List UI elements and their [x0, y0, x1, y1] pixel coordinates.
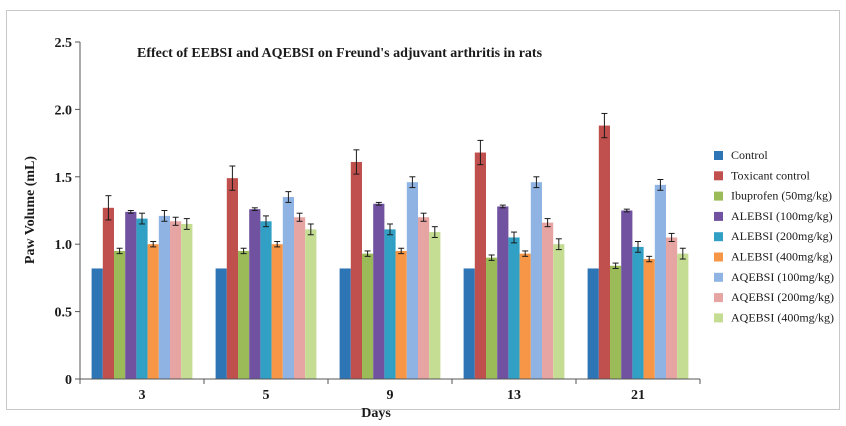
bar	[508, 237, 520, 379]
bar	[339, 268, 351, 379]
bar	[530, 182, 542, 379]
bar	[136, 218, 148, 379]
x-tick-label: 13	[507, 388, 521, 403]
bar-group	[215, 165, 317, 379]
legend-swatch	[714, 232, 723, 242]
bar	[158, 215, 170, 379]
x-tick-label: 9	[387, 388, 394, 403]
y-tick-label: 1.5	[55, 171, 73, 186]
bar	[114, 250, 126, 379]
legend-label: Toxicant control	[731, 168, 810, 182]
bar-groups	[91, 112, 689, 380]
legend-label: Control	[731, 148, 768, 162]
legend-swatch	[714, 171, 723, 181]
legend-label: ALEBSI (400mg/kg)	[731, 250, 833, 264]
legend-label: ALEBSI (100mg/kg)	[731, 209, 833, 223]
bar	[181, 223, 193, 379]
bar-group	[463, 139, 565, 379]
legend-swatch	[714, 252, 723, 262]
x-tick-label: 21	[631, 388, 645, 403]
bar	[654, 184, 666, 379]
bar	[226, 178, 238, 379]
bar	[632, 246, 644, 379]
bar-group	[587, 112, 689, 380]
legend-label: AQEBSI (200mg/kg)	[731, 290, 834, 304]
x-axis-ticks: 3 5 9 13 21	[79, 379, 701, 403]
legend-label: ALEBSI (200mg/kg)	[731, 229, 833, 243]
legend-label: AQEBSI (100mg/kg)	[731, 270, 834, 284]
bar	[395, 250, 407, 379]
bar	[610, 265, 622, 379]
bar	[598, 125, 610, 380]
legend-swatch	[714, 151, 723, 160]
legend-label: AQEBSI (400mg/kg)	[731, 310, 834, 324]
x-tick-label: 3	[139, 388, 146, 403]
legend: Control Toxicant control Ibuprofen (50mg/k…	[714, 148, 834, 324]
legend-swatch	[714, 313, 723, 323]
y-tick-label: 0.5	[55, 306, 73, 321]
legend-swatch	[714, 211, 723, 221]
bar	[91, 268, 103, 379]
bar	[406, 182, 418, 379]
bar	[463, 268, 475, 379]
bar	[362, 253, 374, 379]
bar	[170, 221, 182, 379]
bar	[542, 222, 554, 379]
bar	[384, 229, 396, 379]
bar	[429, 232, 441, 379]
bar	[215, 268, 227, 379]
bar	[486, 257, 498, 379]
bar	[238, 250, 250, 379]
bar	[587, 268, 599, 379]
y-axis-ticks: 0 0.5 1.0 1.5 2.0 2.5	[55, 36, 80, 388]
bar	[666, 237, 678, 379]
bar	[621, 210, 633, 379]
x-tick-label: 5	[263, 388, 270, 403]
y-tick-label: 1.0	[55, 238, 73, 253]
bar	[474, 152, 486, 379]
bar	[260, 221, 272, 379]
bar	[643, 259, 655, 379]
bar	[373, 203, 385, 379]
bar	[271, 244, 283, 379]
bar-group	[339, 149, 441, 379]
legend-label: Ibuprofen (50mg/kg)	[731, 189, 832, 203]
bar	[497, 206, 509, 379]
bar	[125, 211, 137, 379]
bar	[102, 207, 114, 379]
bar	[677, 253, 689, 379]
bar	[305, 229, 317, 379]
legend-swatch	[714, 272, 723, 282]
y-tick-label: 0	[65, 373, 72, 388]
bar	[350, 161, 362, 379]
legend-swatch	[714, 293, 723, 303]
bar	[249, 209, 261, 379]
y-axis-label: Paw Volume (mL)	[23, 156, 38, 264]
bar	[519, 253, 531, 379]
bar	[418, 217, 430, 379]
bar	[147, 244, 159, 379]
y-tick-label: 2.0	[55, 103, 73, 118]
bar	[282, 197, 294, 379]
y-tick-label: 2.5	[55, 36, 73, 51]
bar-group	[91, 195, 193, 379]
bar	[294, 217, 306, 379]
chart-title: Effect of EEBSI and AQEBSI on Freund's a…	[137, 46, 543, 61]
bar	[553, 244, 565, 379]
legend-swatch	[714, 191, 723, 201]
x-axis-label: Days	[361, 406, 391, 421]
